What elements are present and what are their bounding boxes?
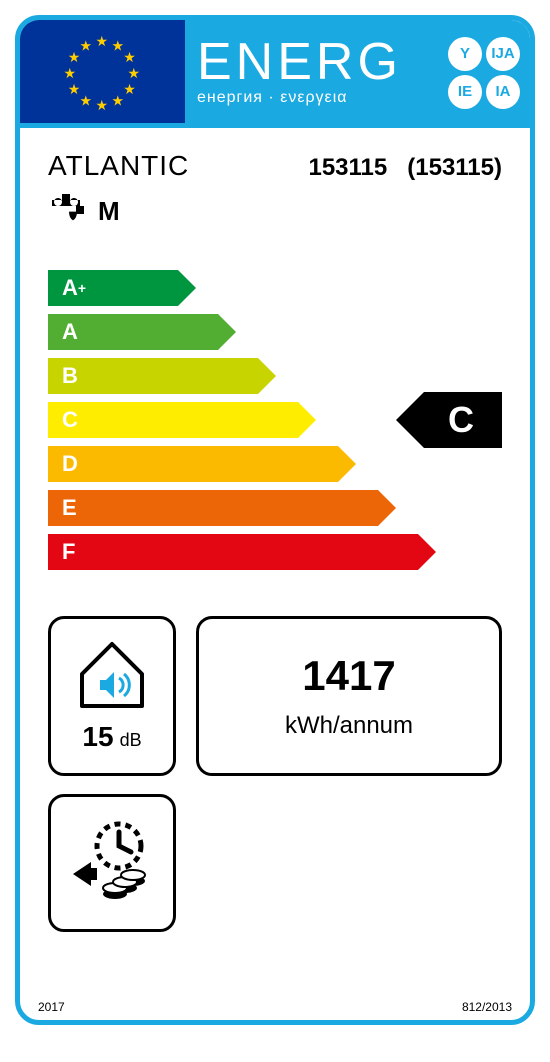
rating-indicator: C	[396, 392, 502, 448]
rating-scale: A+ABCDEFC	[48, 270, 502, 590]
rating-bar: D	[48, 446, 356, 482]
load-profile: M	[98, 196, 120, 227]
rating-bar: B	[48, 358, 276, 394]
noise-house-icon	[76, 640, 148, 715]
header: ★★★★★★★★★★★★ ENERG енергия · ενεργεια YI…	[20, 20, 530, 128]
suffix-circle: IE	[448, 75, 482, 109]
rating-bar: A	[48, 314, 236, 350]
rating-bar: E	[48, 490, 396, 526]
rating-bar: C	[48, 402, 316, 438]
suffix-circle: IA	[486, 75, 520, 109]
footer: 2017 812/2013	[38, 1000, 512, 1014]
suffix-circles: YIJAIEIA	[448, 37, 520, 109]
rating-bar: F	[48, 534, 436, 570]
offpeak-icon	[67, 816, 157, 911]
footer-year: 2017	[38, 1000, 65, 1014]
offpeak-box	[48, 794, 176, 932]
brand: ATLANTIC	[48, 150, 189, 182]
consumption-value: 1417	[302, 652, 395, 700]
tap-icon	[48, 194, 88, 228]
info-boxes: 15 dB 1417 kWh/annum	[48, 616, 502, 776]
suffix-circle: Y	[448, 37, 482, 71]
load-profile-row: M	[48, 194, 502, 228]
noise-box: 15 dB	[48, 616, 176, 776]
suffix-circle: IJA	[486, 37, 520, 71]
energy-title: ENERG	[197, 38, 444, 87]
model-number: 153115	[308, 154, 387, 182]
consumption-unit: kWh/annum	[285, 712, 413, 740]
eu-flag: ★★★★★★★★★★★★	[20, 20, 185, 123]
energ-block: ENERG енергия · ενεργεια YIJAIEIA	[185, 20, 530, 123]
noise-value: 15	[82, 721, 113, 753]
footer-regulation: 812/2013	[462, 1000, 512, 1014]
consumption-box: 1417 kWh/annum	[196, 616, 502, 776]
eu-stars: ★★★★★★★★★★★★	[63, 32, 143, 112]
energy-label: ★★★★★★★★★★★★ ENERG енергия · ενεργεια YI…	[15, 15, 535, 1025]
energy-subtitle: енергия · ενεργεια	[197, 89, 444, 107]
model-number-paren: (153115)	[407, 154, 502, 182]
noise-unit: dB	[120, 730, 142, 751]
brand-row: ATLANTIC 153115 (153115)	[48, 150, 502, 182]
rating-bar: A+	[48, 270, 196, 306]
